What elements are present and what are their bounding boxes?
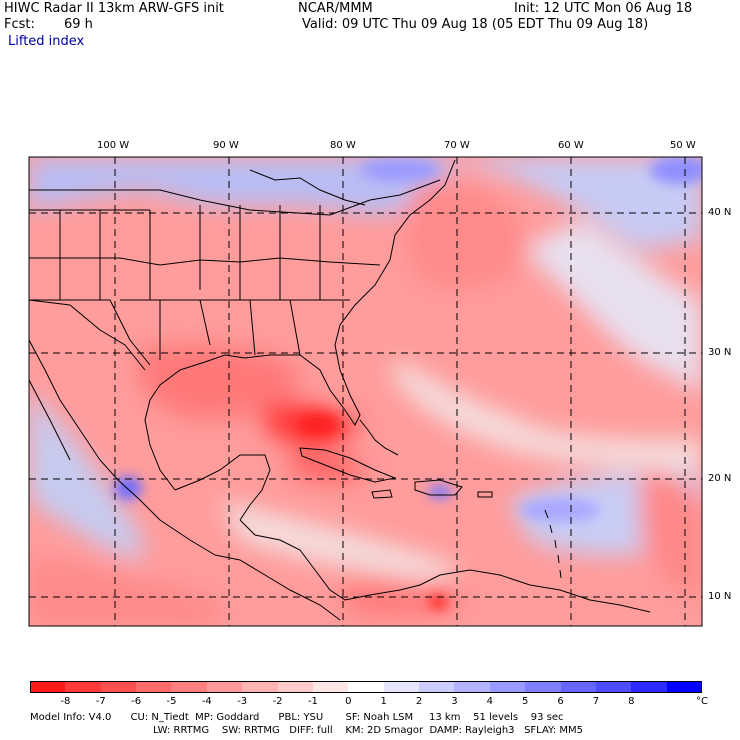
colorbar-tick-label: 4	[486, 696, 493, 707]
unstable-region-east	[640, 470, 702, 600]
colorbar-swatch	[631, 681, 668, 693]
mexico-west-coast	[29, 339, 216, 556]
lon-label-100w: 100 W	[97, 140, 130, 151]
baja-california	[29, 379, 71, 461]
forecast-hour: 69 h	[64, 17, 93, 32]
colorbar-tick-label: 7	[592, 696, 600, 707]
colorbar-tick-label: -8	[60, 696, 71, 707]
stable-region-northeast	[450, 157, 702, 250]
colorbar-tick-label: 8	[628, 696, 635, 707]
puerto-rico	[477, 491, 493, 498]
colorbar-swatch	[348, 681, 385, 693]
cuba	[299, 447, 397, 483]
yucatan-coast	[174, 454, 271, 521]
colorbar-tick-label: -3	[237, 696, 248, 707]
pale-atlantic-band	[520, 220, 702, 400]
colorbar-tick-label: -6	[131, 696, 142, 707]
blue-spot-hispaniola	[428, 485, 452, 499]
red-spot-panama	[428, 594, 448, 610]
colorbar-swatch	[277, 681, 314, 693]
lon-label-60w: 60 W	[558, 140, 584, 151]
colorbar-swatch	[30, 681, 66, 693]
colorbar-swatch	[171, 681, 208, 693]
pale-caribbean	[220, 500, 458, 580]
hispaniola	[414, 479, 463, 496]
lat-label-10n: 10 N	[708, 591, 732, 602]
colorbar-swatch	[560, 681, 597, 693]
bahamas	[359, 419, 399, 456]
valid-time: Valid: 09 UTC Thu 09 Aug 18 (05 EDT Thu …	[302, 17, 649, 32]
us-coastline	[144, 159, 456, 491]
colorbar-swatch	[489, 681, 526, 693]
colorbar-swatch	[383, 681, 420, 693]
lon-label-80w: 80 W	[330, 140, 356, 151]
central-america-coast	[214, 554, 341, 621]
model-info-line-2: LW: RRTMG SW: RRTMG DIFF: full KM: 2D Sm…	[153, 725, 583, 736]
great-lakes	[249, 169, 366, 206]
lon-label-50w: 50 W	[670, 140, 696, 151]
unstable-region-east-atlantic	[405, 179, 530, 289]
colorbar-swatch	[419, 681, 455, 693]
pale-atlantic-band-2	[390, 360, 702, 470]
state-borders	[29, 205, 381, 366]
colorbar-unit: °C	[696, 696, 708, 707]
unstable-region-cuba	[290, 450, 370, 482]
colorbar-swatch	[242, 681, 279, 693]
colorbar-tick-label: 0	[345, 696, 352, 707]
canada-border	[29, 179, 441, 216]
model-info-line-1: Model Info: V4.0 CU: N_Tiedt MP: Goddard…	[30, 712, 564, 723]
colorbar-tick-label: 1	[380, 696, 387, 707]
colorbar-swatch	[136, 681, 172, 693]
colorbar-tick-label: 5	[521, 696, 529, 707]
map-frame	[28, 156, 703, 627]
unstable-region-gulf	[138, 345, 300, 420]
colorbar-tick-label: -5	[166, 696, 177, 707]
init-time: Init: 12 UTC Mon 06 Aug 18	[514, 1, 693, 16]
blue-spot-atlantic	[520, 498, 600, 522]
deep-blue-northeast	[650, 157, 702, 184]
deep-blue-north	[360, 158, 440, 182]
colorbar-tick-label: -7	[95, 696, 106, 707]
lesser-antilles	[544, 509, 562, 579]
colorbar-tick-label: -4	[201, 696, 212, 707]
colorbar-tick-label: 2	[415, 696, 423, 707]
colorbar-tick-label: -2	[272, 696, 283, 707]
lon-label-90w: 90 W	[213, 140, 239, 151]
central-america-caribbean	[239, 519, 421, 601]
colorbar-tick-label: -1	[307, 696, 318, 707]
colorbar-outline	[30, 681, 702, 693]
stable-region-pacific	[29, 390, 143, 560]
colorbar-swatch	[206, 681, 243, 693]
colorbar-swatch	[595, 681, 632, 693]
forecast-label: Fcst:	[4, 17, 35, 32]
field-name: Lifted index	[8, 34, 85, 49]
model-title: HIWC Radar II 13km ARW-GFS init	[4, 1, 224, 16]
unstable-region-southwest	[29, 560, 220, 626]
strong-convective-cell	[296, 413, 340, 437]
colorbar-tick-label: 3	[451, 696, 458, 707]
colorbar-swatch	[65, 681, 102, 693]
colorbar-tick-label: 6	[557, 696, 564, 707]
lat-label-20n: 20 N	[708, 473, 732, 484]
colorbar-swatch	[525, 681, 562, 693]
colorbar-swatch	[666, 681, 703, 693]
jamaica	[371, 489, 393, 499]
lat-label-30n: 30 N	[708, 347, 732, 358]
organization-label: NCAR/MMM	[298, 1, 373, 16]
colorbar-swatch	[312, 681, 349, 693]
colorbar-swatch	[100, 681, 137, 693]
colorbar-swatch	[454, 681, 491, 693]
lat-label-40n: 40 N	[708, 207, 732, 218]
blue-spot-mexico	[114, 476, 142, 500]
south-america-coast	[419, 569, 651, 613]
lon-label-70w: 70 W	[444, 140, 470, 151]
